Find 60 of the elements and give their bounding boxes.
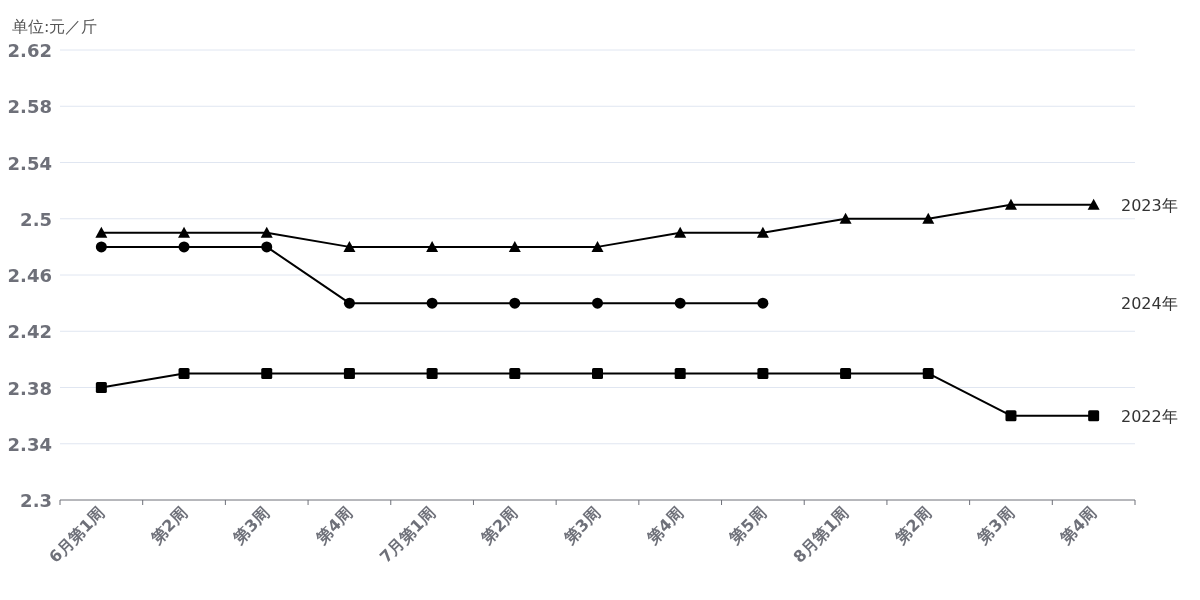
point: [840, 367, 852, 379]
point: [426, 297, 438, 309]
x-tick-label: 第4周: [311, 503, 357, 549]
x-tick-label: 第3周: [228, 503, 274, 549]
series-label: 2023年: [1121, 195, 1178, 215]
point: [674, 297, 686, 309]
point: [95, 382, 107, 393]
x-tick-label: 第5周: [725, 503, 770, 549]
point: [674, 367, 686, 379]
point: [426, 240, 439, 252]
point: [922, 367, 934, 379]
y-tick-label: 2.54: [7, 152, 52, 174]
point: [756, 226, 769, 238]
point: [343, 240, 356, 252]
point: [261, 241, 273, 253]
x-tick-label: 第2周: [476, 503, 522, 549]
x-tick-label: 第4周: [1055, 503, 1101, 549]
point: [509, 297, 521, 309]
y-tick-label: 2.34: [7, 433, 52, 455]
point: [343, 297, 355, 309]
y-tick-label: 2.62: [7, 40, 52, 61]
x-tick-label: 第3周: [559, 503, 605, 549]
point: [343, 367, 355, 379]
point: [1088, 410, 1100, 422]
point: [757, 367, 769, 379]
point: [757, 297, 769, 309]
point: [1004, 198, 1017, 210]
point: [178, 367, 190, 379]
point: [508, 240, 521, 252]
y-tick-label: 2.3: [20, 490, 52, 511]
point: [178, 241, 190, 253]
point: [260, 226, 273, 238]
y-tick-label: 2.42: [7, 321, 52, 343]
point: [261, 367, 273, 379]
point: [95, 241, 107, 253]
series-label: 2024年: [1121, 294, 1178, 314]
x-tick-label: 第4周: [642, 503, 688, 549]
point: [592, 367, 603, 379]
point: [922, 212, 935, 224]
x-tick-label: 8月第1周: [789, 503, 853, 567]
y-tick-label: 2.58: [7, 96, 52, 118]
point: [591, 240, 604, 252]
point: [1005, 410, 1017, 422]
point: [509, 367, 521, 379]
y-tick-label: 2.38: [7, 377, 52, 399]
x-tick-label: 7月第1周: [375, 503, 439, 567]
point: [1087, 198, 1100, 210]
x-tick-label: 第3周: [973, 503, 1018, 549]
point: [426, 367, 438, 379]
point: [178, 226, 191, 238]
point: [592, 297, 603, 309]
x-tick-label: 第2周: [890, 503, 936, 549]
point: [839, 212, 852, 224]
point: [95, 226, 108, 238]
x-tick-label: 第2周: [146, 503, 191, 549]
point: [674, 226, 687, 238]
y-axis-title: 单位:元／斤: [12, 17, 98, 36]
y-tick-label: 2.5: [20, 208, 52, 230]
y-tick-label: 2.46: [7, 265, 52, 286]
series-label: 2022年: [1121, 406, 1178, 426]
